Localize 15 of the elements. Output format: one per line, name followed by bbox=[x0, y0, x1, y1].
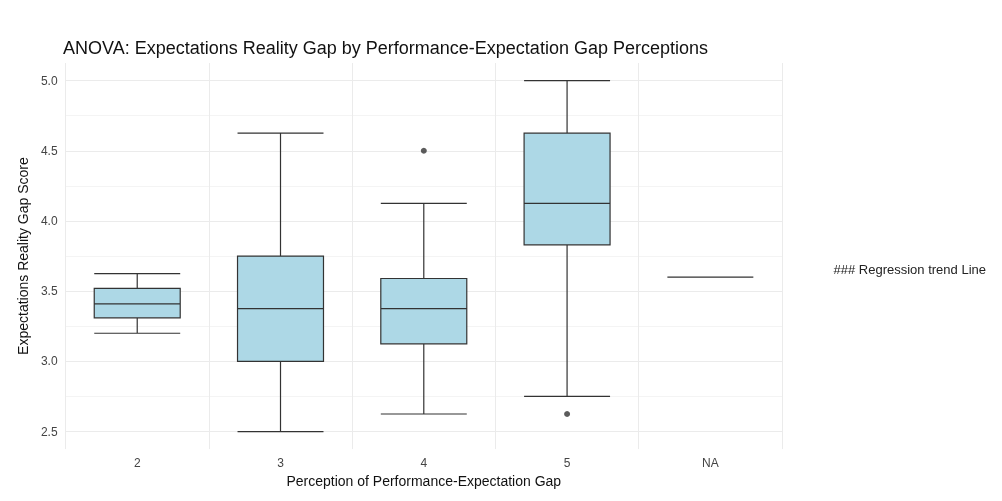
x-tick-label: 3 bbox=[277, 456, 285, 471]
y-tick-label: 2.5 bbox=[40, 424, 58, 439]
x-axis-title: Perception of Performance-Expectation Gap bbox=[286, 473, 562, 489]
y-tick-label: 3.0 bbox=[40, 354, 58, 369]
y-axis-title: Expectations Reality Gap Score bbox=[15, 157, 31, 355]
y-tick-label: 4.0 bbox=[40, 213, 58, 228]
text: ### Regression trend Line bbox=[833, 262, 987, 277]
y-tick-label: 3.5 bbox=[40, 284, 58, 299]
chart-title: ANOVA: Expectations Reality Gap by Performance-Expectation Gap Perceptions bbox=[63, 38, 708, 58]
x-tick-label: 2 bbox=[133, 456, 141, 471]
x-tick-label: NA bbox=[702, 456, 719, 471]
y-tick-label: 4.5 bbox=[40, 143, 58, 158]
y-tick-label: 5.0 bbox=[40, 73, 58, 88]
x-tick-label: 4 bbox=[420, 456, 428, 471]
x-tick-label: 5 bbox=[563, 456, 571, 471]
